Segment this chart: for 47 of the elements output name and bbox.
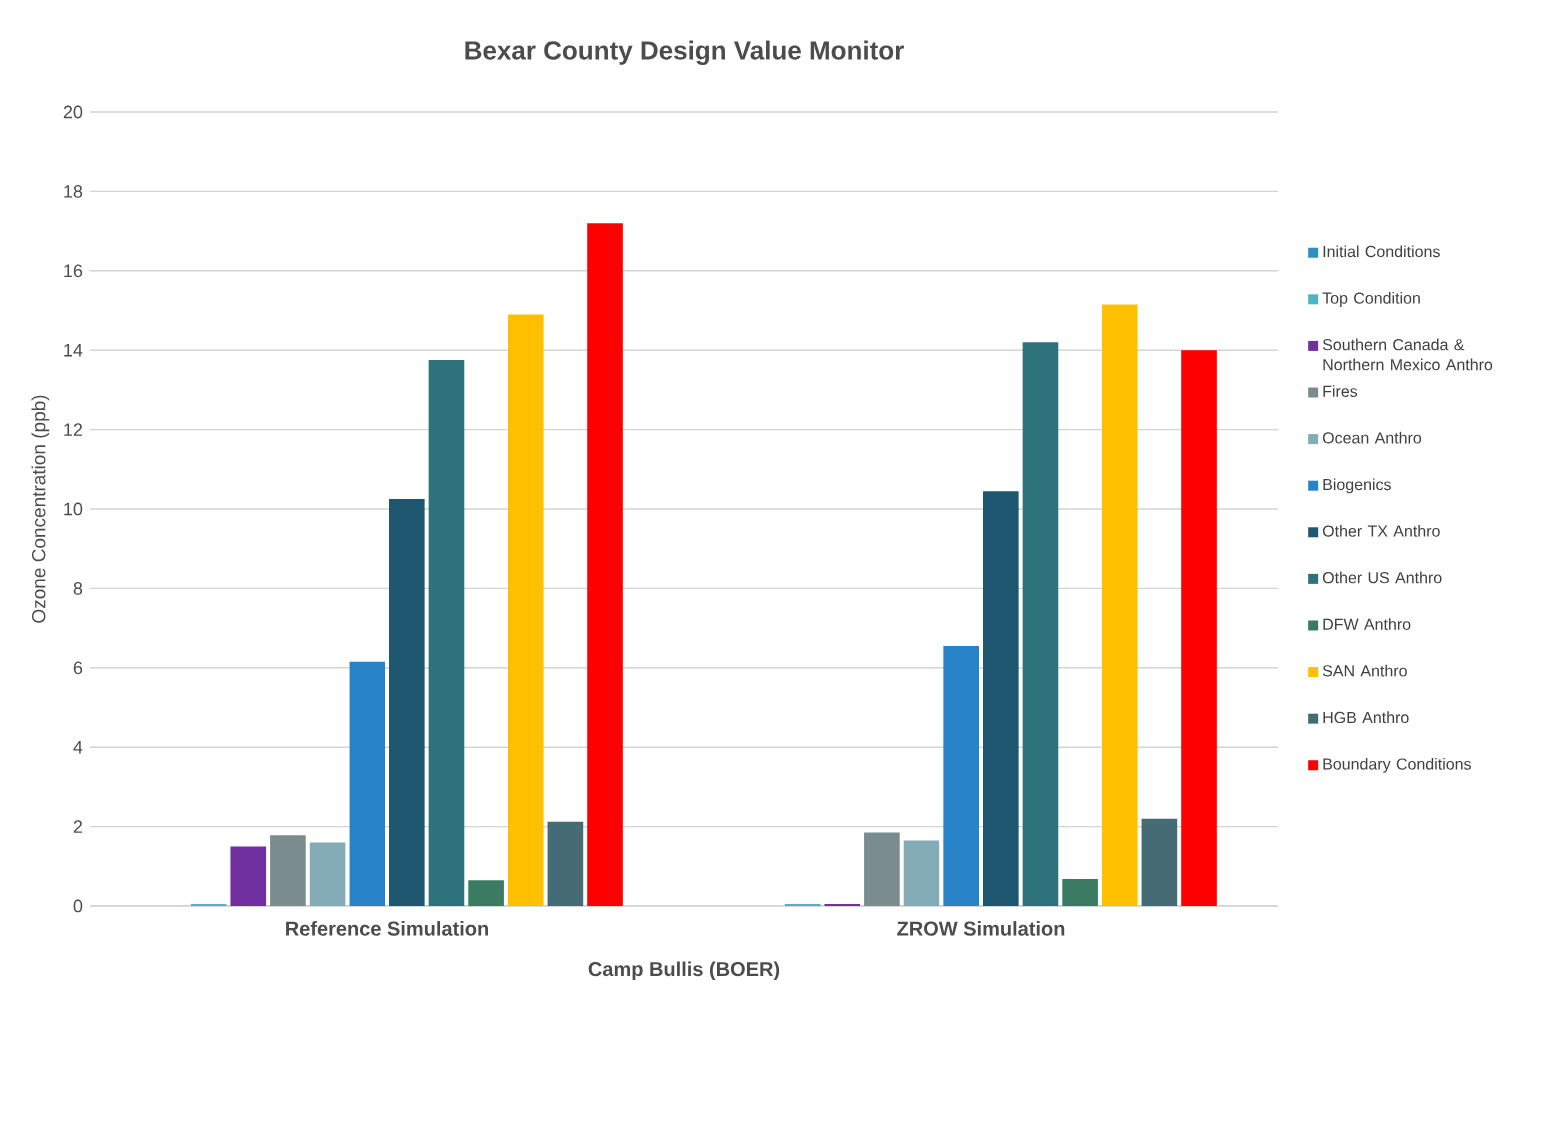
x-tick-label: ZROW Simulation [897, 921, 1065, 936]
y-tick-label: 10 [64, 502, 83, 516]
y-tick-label: 18 [64, 185, 83, 198]
y-tick-label: 2 [73, 820, 83, 833]
y-tick-label: 14 [64, 343, 83, 357]
legend-label: Fires [1323, 385, 1358, 397]
y-tick-label: 4 [73, 740, 83, 754]
bar [507, 314, 544, 906]
x-tick-label: Reference Simulation [286, 921, 488, 936]
bar [943, 645, 979, 906]
y-tick-label: 20 [63, 105, 83, 119]
bar [547, 821, 584, 906]
y-axis-title: Ozone Concentration (ppb) [31, 395, 50, 623]
legend-label: Top Condition [1322, 292, 1420, 307]
x-axis-title: Camp Bullis (BOER) [588, 961, 780, 981]
bar [349, 661, 385, 906]
legend-label: Initial Conditions [1323, 245, 1440, 258]
bar [587, 223, 623, 906]
legend-label: Ocean Anthro [1322, 431, 1422, 444]
legend-label: HGB Anthro [1323, 711, 1409, 724]
bar [428, 360, 465, 906]
legend-label: Southern Canada & Northern Mexico Anthro [1322, 338, 1493, 371]
y-tick-label: 16 [64, 264, 83, 278]
y-tick-label: 0 [73, 899, 83, 913]
y-tick-label: 6 [73, 661, 83, 675]
bar [270, 835, 306, 906]
bar [983, 491, 1019, 906]
bar [389, 499, 425, 906]
bar [864, 832, 900, 906]
y-tick-label: 12 [64, 423, 83, 436]
bar [230, 846, 267, 906]
legend-label: SAN Anthro [1322, 664, 1407, 677]
bar [1141, 818, 1178, 906]
chart-title: Bexar County Design Value Monitor [465, 40, 904, 65]
legend-label: Boundary Conditions [1323, 757, 1471, 773]
bar [903, 840, 940, 906]
legend-label: DFW Anthro [1323, 618, 1411, 630]
legend-label: Biogenics [1323, 478, 1391, 494]
bar [1101, 304, 1138, 906]
bar [1181, 350, 1217, 906]
bar [309, 842, 346, 906]
bar [1062, 878, 1098, 906]
bar [468, 880, 504, 906]
bar [1022, 342, 1059, 906]
y-tick-label: 8 [73, 582, 83, 595]
legend-label: Other TX Anthro [1322, 524, 1440, 537]
legend-label: Other US Anthro [1322, 571, 1442, 584]
